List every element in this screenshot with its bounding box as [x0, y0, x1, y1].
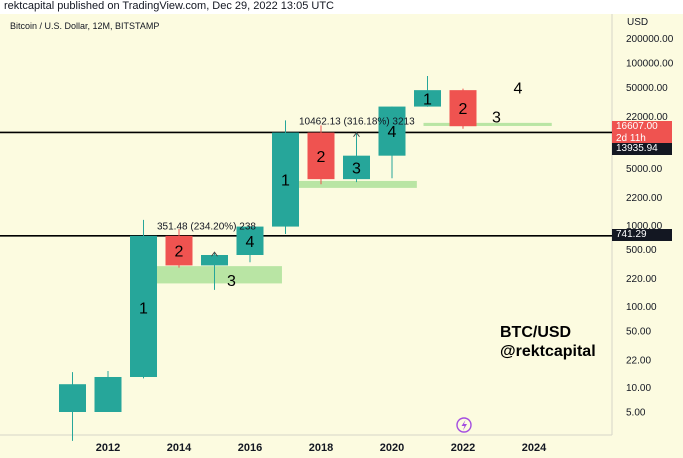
candle-body	[201, 254, 228, 266]
phase-label: 3	[227, 273, 236, 290]
price-tick-label: 50.00	[626, 326, 651, 337]
candle-2020	[378, 106, 406, 179]
candles-group	[59, 76, 477, 441]
measurement-label: 351.48 (234.20%) 238	[157, 222, 256, 233]
time-tick-label: 2022	[451, 442, 475, 454]
price-tick-label: 200000.00	[626, 34, 674, 45]
candle-2017	[272, 120, 299, 235]
price-tick-label: 220.00	[626, 274, 657, 285]
candle-body	[165, 235, 193, 266]
lightning-icon[interactable]	[456, 417, 472, 433]
candle-2011	[59, 372, 86, 441]
zone-cycle-3	[423, 122, 552, 126]
time-tick-label: 2024	[522, 442, 547, 454]
price-tick-label: 5000.00	[626, 164, 663, 175]
price-tick-label: 22000.00	[626, 112, 668, 123]
price-tick-label: 10.00	[626, 383, 651, 394]
price-tick-label: 100000.00	[626, 58, 674, 69]
zone-cycle-1	[145, 266, 282, 284]
phase-label: 2	[459, 101, 468, 118]
candle-2021	[414, 76, 441, 107]
candle-body	[307, 132, 335, 180]
last-price-tag: 16607.00	[612, 121, 672, 133]
accumulation-zones	[145, 122, 552, 284]
time-tick-label: 2018	[309, 442, 333, 454]
phase-label: 1	[423, 91, 432, 108]
price-tick-label: 5.00	[626, 408, 646, 419]
price-tick-label: 100.00	[626, 302, 657, 313]
measure-arrow	[353, 131, 360, 138]
candle-body	[94, 376, 122, 412]
phase-label: 4	[388, 124, 397, 141]
zone-cycle-2	[287, 180, 417, 188]
candle-body	[449, 90, 477, 127]
candle-2018	[307, 125, 335, 185]
price-tick-label: 22.00	[626, 355, 651, 366]
symbol-title: Bitcoin / U.S. Dollar, 12M, BITSTAMP	[10, 21, 160, 31]
watermark: BTC/USD @rektcapital	[500, 323, 596, 361]
candle-body	[59, 384, 86, 412]
watermark-handle: @rektcapital	[500, 343, 596, 360]
price-tick-label: 2200.00	[626, 193, 663, 204]
phase-label: 4	[514, 80, 523, 97]
price-tick-label: 500.00	[626, 245, 657, 256]
phase-label: 3	[492, 109, 501, 126]
candle-body	[236, 226, 264, 255]
price-tick-label: 50000.00	[626, 83, 668, 94]
candle-2022	[449, 88, 477, 129]
candle-2015	[201, 252, 228, 290]
phase-label: 1	[139, 300, 148, 317]
measurement-label: 10462.13 (316.18%) 3213	[299, 116, 415, 127]
candle-2012	[94, 371, 122, 412]
time-tick-label: 2016	[238, 442, 262, 454]
time-tick-label: 2020	[380, 442, 404, 454]
phase-label: 1	[281, 173, 290, 190]
candle-body	[343, 155, 370, 180]
phase-label: 3	[352, 160, 361, 177]
price-axis: 200000.00100000.0050000.0022000.0010000.…	[626, 34, 674, 419]
currency-label: USD	[627, 17, 649, 28]
phase-label: 2	[317, 149, 326, 166]
candle-body	[130, 235, 157, 377]
publish-header: rektcapital published on TradingView.com…	[0, 0, 683, 14]
candle-2019	[343, 132, 370, 183]
candle-2013	[130, 219, 157, 379]
countdown-tag: 2d 11h	[612, 133, 672, 145]
horizontal-levels	[0, 131, 612, 237]
time-tick-label: 2012	[96, 442, 120, 454]
lower-level-tag: 741.29	[612, 229, 672, 241]
upper-level-tag: 13935.94	[612, 143, 672, 155]
candle-2016	[236, 225, 264, 263]
watermark-pair: BTC/USD	[500, 324, 572, 341]
time-axis: 2012 2014 2016 2018 2020 2022 2024	[96, 442, 547, 454]
candle-body	[414, 90, 441, 107]
time-tick-label: 2014	[167, 442, 192, 454]
candle-body	[272, 132, 299, 227]
phase-label: 2	[175, 244, 184, 261]
candle-body	[378, 106, 406, 156]
candle-2014	[165, 228, 193, 268]
measure-arrow	[211, 251, 218, 257]
price-tick-label: 1000.00	[626, 221, 663, 232]
phase-label: 4	[246, 234, 255, 251]
